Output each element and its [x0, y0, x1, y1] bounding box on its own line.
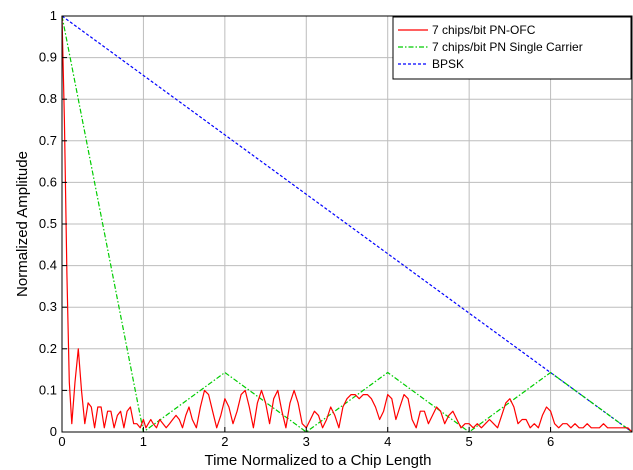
- x-tick-label: 3: [303, 434, 310, 449]
- y-tick-label: 0.8: [39, 91, 57, 106]
- y-tick-label: 0.1: [39, 382, 57, 397]
- y-tick-label: 0.7: [39, 133, 57, 148]
- series-line-0: [61, 15, 633, 433]
- x-tick-label: 1: [140, 434, 147, 449]
- legend: 7 chips/bit PN-OFC 7 chips/bit PN Single …: [392, 16, 632, 80]
- y-tick-label: 0.2: [39, 341, 57, 356]
- series-line-1: [61, 15, 633, 433]
- y-tick-label: 0.3: [39, 299, 57, 314]
- x-tick-label: 6: [547, 434, 554, 449]
- y-tick-label: 0.5: [39, 216, 57, 231]
- series-layer: [61, 15, 633, 433]
- legend-label-2: BPSK: [432, 57, 464, 71]
- x-tick-label: 4: [384, 434, 391, 449]
- y-tick-label: 0: [50, 424, 57, 439]
- y-tick-label: 1: [50, 8, 57, 23]
- x-tick-label: 0: [58, 434, 65, 449]
- y-axis-label: Normalized Amplitude: [14, 151, 31, 297]
- ticks: 0 1 2 3 4 5 6 0 0.1 0.2 0.3 0.4 0.5 0.6 0.7 0.8 0.9 1: [39, 8, 554, 449]
- legend-label-0: 7 chips/bit PN-OFC: [432, 23, 536, 37]
- y-tick-label: 0.4: [39, 258, 57, 273]
- series-line-2: [61, 15, 633, 433]
- legend-box: [392, 16, 632, 80]
- legend-label-1: 7 chips/bit PN Single Carrier: [432, 40, 583, 54]
- y-tick-label: 0.6: [39, 174, 57, 189]
- x-tick-label: 2: [221, 434, 228, 449]
- y-tick-label: 0.9: [39, 50, 57, 65]
- x-axis-label: Time Normalized to a Chip Length: [204, 452, 431, 469]
- x-tick-label: 5: [466, 434, 473, 449]
